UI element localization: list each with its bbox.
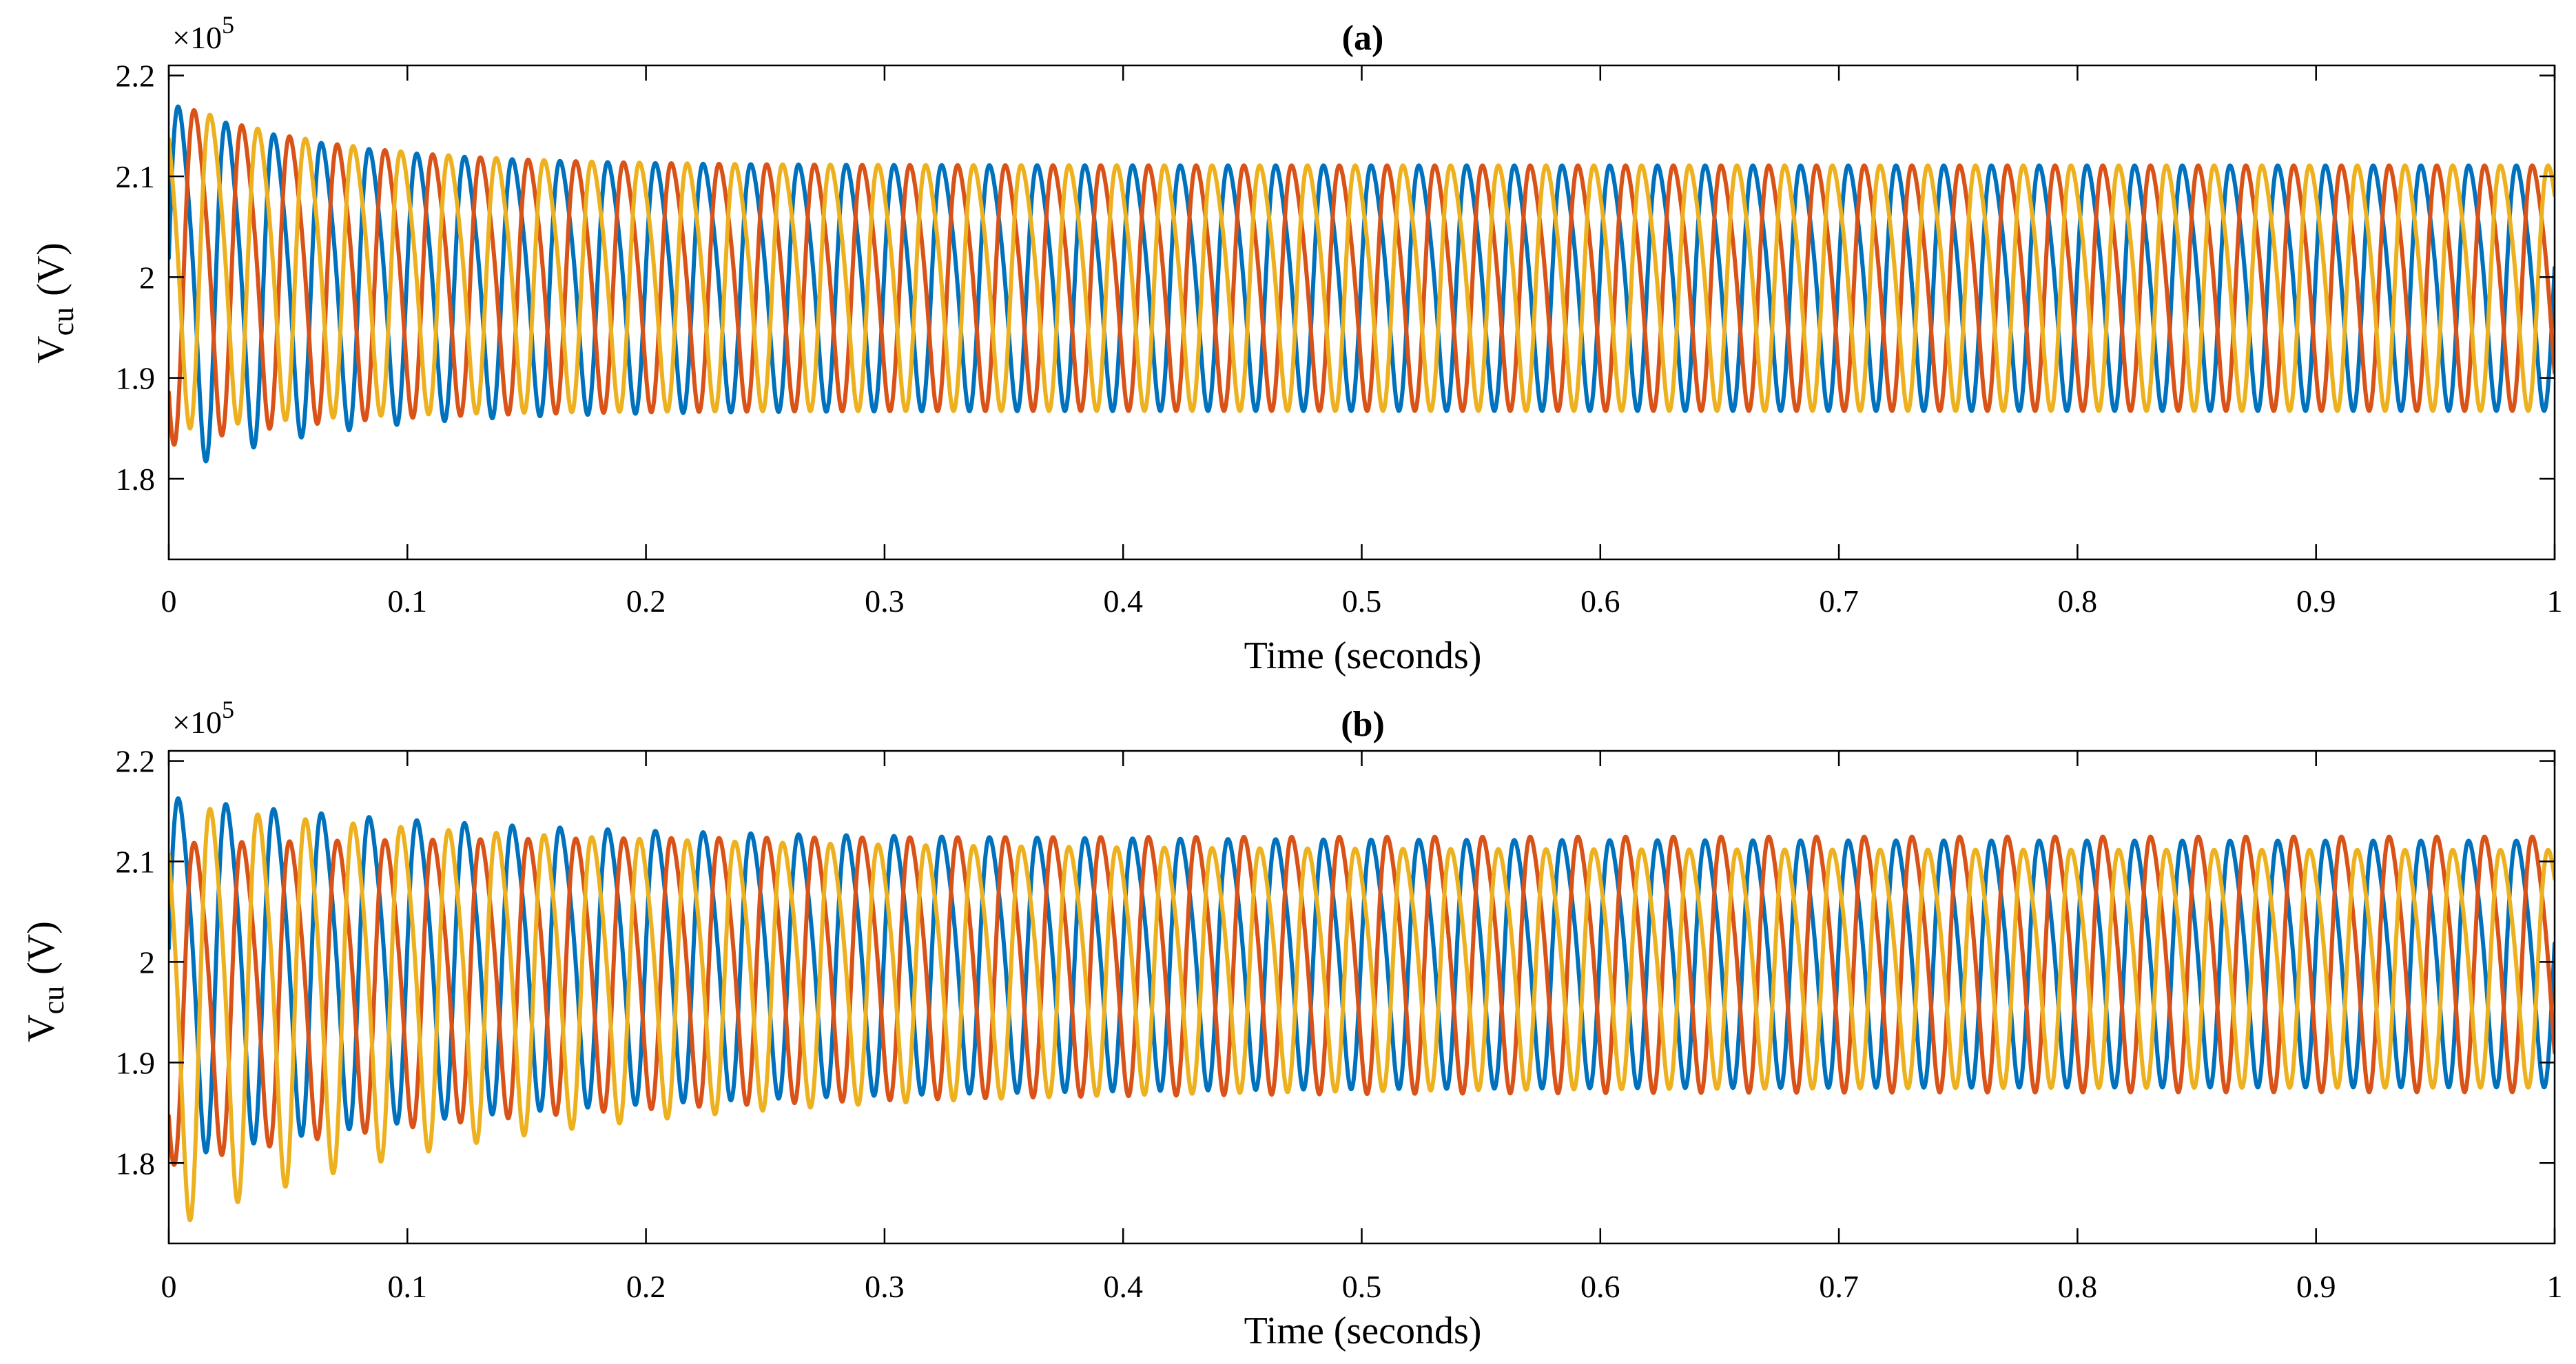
x-tick-label-b: 0.9 <box>2296 1269 2336 1304</box>
y-tick-label-a: 2.2 <box>116 59 156 94</box>
x-tick-label-b: 0.8 <box>2058 1269 2098 1304</box>
x-tick-label-a: 0.3 <box>865 583 905 619</box>
chart-title-b: (b) <box>1341 705 1385 744</box>
svg-text:×105: ×105 <box>172 11 234 55</box>
axes-frame-b <box>167 750 2556 1245</box>
x-tick-label-b: 0 <box>161 1269 177 1304</box>
x-axis-label-b: Time (seconds) <box>1244 1310 1482 1352</box>
x-tick-label-a: 0.8 <box>2058 583 2098 619</box>
chart-panel-a: (a) ×105 Vcu(V) Time (seconds) 0 0.1 0.2 0.… <box>30 11 2563 677</box>
series-line-b-2 <box>169 834 2555 1167</box>
x-tick-label-b: 0.2 <box>626 1269 666 1304</box>
y-tick-label-b: 2 <box>139 944 155 980</box>
x-tick-label-a: 0.7 <box>1819 583 1859 619</box>
svg-text:×105: ×105 <box>172 696 234 740</box>
x-tick-label-a: 0.4 <box>1103 583 1143 619</box>
y-axis-label-b: Vcu(V) <box>20 921 70 1042</box>
exponent-label-a: ×105 <box>172 11 234 55</box>
y-tick-label-a: 1.9 <box>116 361 156 396</box>
x-tick-label-b: 0.1 <box>388 1269 428 1304</box>
plot-area-a: 0 0.1 0.2 0.3 0.4 0.5 0.6 0.7 0.8 0.9 1 1.8 1.9 2 2.1 2… <box>116 59 2563 619</box>
x-tick-label-b: 0.6 <box>1580 1269 1620 1304</box>
x-tick-label-b: 0.3 <box>865 1269 905 1304</box>
series-line-a-3 <box>169 112 2555 431</box>
x-tick-label-a: 0.9 <box>2296 583 2336 619</box>
x-tick-label-a: 0.1 <box>388 583 428 619</box>
x-tick-label-b: 0.5 <box>1342 1269 1382 1304</box>
y-tick-label-a: 2.1 <box>116 159 156 194</box>
y-tick-label-b: 2.1 <box>116 845 156 880</box>
series-line-b-1 <box>169 796 2555 1155</box>
x-tick-label-a: 0.5 <box>1342 583 1382 619</box>
x-tick-label-a: 0.6 <box>1580 583 1620 619</box>
series-group-b <box>169 796 2555 1223</box>
x-tick-label-b: 0.7 <box>1819 1269 1859 1304</box>
y-axis-label-a: Vcu(V) <box>30 242 80 364</box>
chart-title-a: (a) <box>1342 19 1384 58</box>
y-tick-label-a: 1.8 <box>116 462 156 497</box>
x-tick-label-a: 0.2 <box>626 583 666 619</box>
x-axis-label-a: Time (seconds) <box>1244 634 1482 677</box>
series-group-a <box>169 104 2555 464</box>
chart-panel-b: (b) ×105 Vcu(V) Time (seconds) 0 0.1 0.2 0.… <box>20 696 2563 1352</box>
series-line-a-2 <box>169 108 2555 447</box>
x-tick-label-a: 0 <box>161 583 177 619</box>
series-line-a-1 <box>169 104 2555 464</box>
x-tick-label-b: 0.4 <box>1103 1269 1143 1304</box>
axes-frame-a <box>167 64 2556 561</box>
y-tick-label-b: 2.2 <box>116 744 156 779</box>
exponent-label-b: ×105 <box>172 696 234 740</box>
y-tick-label-b: 1.8 <box>116 1146 156 1181</box>
y-tick-label-b: 1.9 <box>116 1045 156 1080</box>
series-line-b-3 <box>169 807 2555 1223</box>
x-tick-label-a: 1 <box>2547 583 2563 619</box>
plot-area-b: 0 0.1 0.2 0.3 0.4 0.5 0.6 0.7 0.8 0.9 1 1.8 1.9 2 2.1 2… <box>116 744 2563 1304</box>
svg-text:Vcu(V): Vcu(V) <box>20 921 70 1042</box>
x-tick-label-b: 1 <box>2547 1269 2563 1304</box>
y-tick-label-a: 2 <box>139 260 155 295</box>
svg-text:Vcu(V): Vcu(V) <box>30 242 80 364</box>
